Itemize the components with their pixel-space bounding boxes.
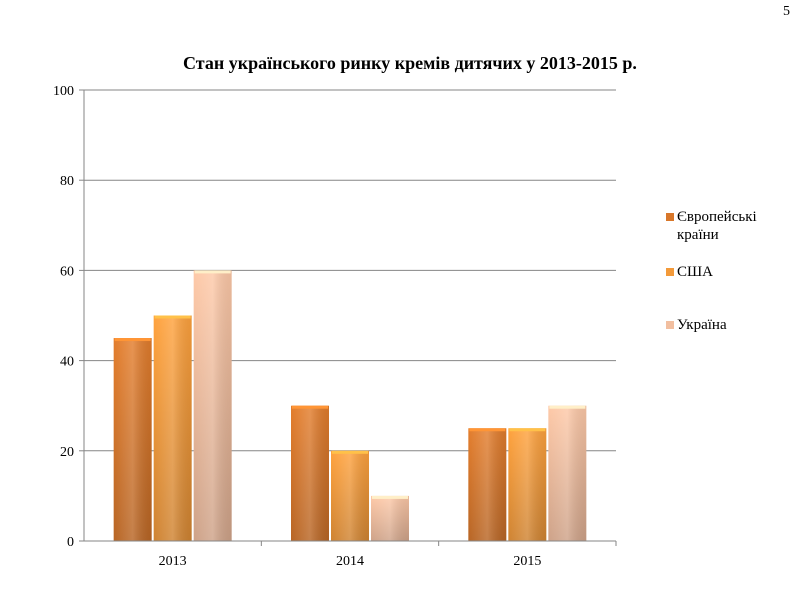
legend-swatch — [666, 321, 674, 329]
bar-shine — [193, 270, 232, 541]
bar-top — [509, 428, 546, 432]
y-tick-label: 40 — [60, 355, 74, 370]
bar-shine — [153, 315, 192, 541]
bar-top — [194, 270, 231, 274]
bar — [331, 450, 369, 541]
bar-shine — [113, 338, 152, 541]
axes — [83, 90, 616, 542]
legend-item: США — [666, 264, 713, 280]
bar-top — [549, 405, 586, 409]
bar-shine — [548, 405, 587, 541]
legend-swatch — [666, 268, 674, 276]
y-tick-label: 20 — [60, 445, 74, 460]
chart-title: Стан українського ринку кремів дитячих у… — [183, 53, 637, 73]
bar — [468, 428, 507, 541]
legend: Європейські країни США Україна — [666, 209, 757, 333]
y-tick-label: 80 — [60, 174, 74, 189]
bar-top — [292, 405, 328, 409]
bar-shine — [331, 450, 369, 541]
bar — [291, 405, 329, 541]
slide-number: 5 — [783, 4, 790, 19]
y-tick-label: 0 — [67, 535, 74, 550]
y-axis-ticks: 0 20 40 60 80 100 — [53, 84, 84, 550]
legend-swatch — [666, 213, 674, 221]
bar-top — [114, 338, 151, 342]
bar-shine — [291, 405, 329, 541]
bar-top — [372, 495, 408, 499]
bar — [193, 270, 232, 541]
bar-top — [469, 428, 506, 432]
x-tick-label: 2015 — [513, 554, 541, 569]
legend-item: Європейські країни — [666, 209, 757, 243]
bar — [153, 315, 192, 541]
bars — [113, 270, 587, 541]
legend-label: Європейські країни — [677, 209, 757, 243]
legend-label: Україна — [677, 317, 727, 333]
legend-label: США — [677, 264, 713, 280]
x-tick-label: 2014 — [336, 554, 364, 569]
bar-top — [332, 450, 368, 454]
bar-shine — [468, 428, 507, 541]
bar-top — [154, 315, 191, 319]
bar-shine — [371, 495, 409, 541]
bar — [113, 338, 152, 541]
bar — [548, 405, 587, 541]
bar — [371, 495, 409, 541]
bar — [508, 428, 547, 541]
legend-item: Україна — [666, 317, 727, 333]
y-tick-label: 100 — [53, 84, 74, 99]
x-axis-ticks: 2013 2014 2015 — [159, 541, 617, 569]
bar-shine — [508, 428, 547, 541]
x-tick-label: 2013 — [159, 554, 187, 569]
y-tick-label: 60 — [60, 264, 74, 279]
